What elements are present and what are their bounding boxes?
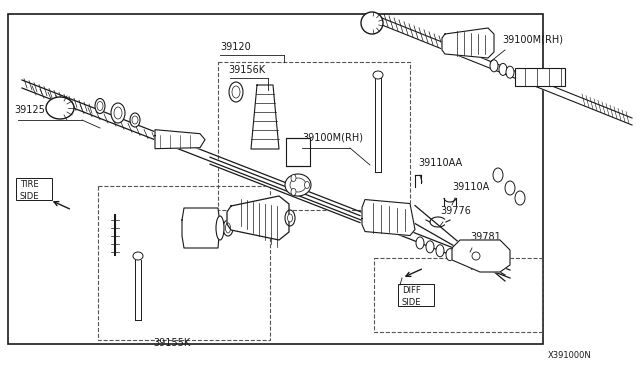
Ellipse shape (223, 220, 233, 236)
Polygon shape (362, 199, 415, 235)
Ellipse shape (291, 189, 296, 195)
Polygon shape (210, 157, 360, 222)
Text: DIFF: DIFF (402, 286, 420, 295)
Text: 39110A: 39110A (452, 182, 489, 192)
Ellipse shape (373, 71, 383, 79)
Polygon shape (452, 240, 510, 272)
Ellipse shape (436, 245, 444, 257)
Ellipse shape (285, 210, 295, 226)
Ellipse shape (472, 252, 480, 260)
Bar (515, 68, 565, 86)
Ellipse shape (225, 223, 230, 233)
Polygon shape (155, 130, 205, 149)
Polygon shape (227, 196, 289, 240)
Polygon shape (415, 206, 505, 281)
Bar (374, 258, 542, 332)
Bar (398, 284, 434, 306)
Ellipse shape (361, 12, 383, 34)
Ellipse shape (499, 63, 507, 76)
Ellipse shape (446, 248, 454, 261)
Bar (98, 186, 270, 340)
Text: 39100M(RH): 39100M(RH) (302, 132, 363, 142)
Text: SIDE: SIDE (402, 298, 422, 307)
Ellipse shape (111, 103, 125, 123)
Ellipse shape (493, 168, 503, 182)
Polygon shape (442, 28, 494, 58)
Ellipse shape (216, 216, 224, 240)
Ellipse shape (133, 252, 143, 260)
Ellipse shape (490, 60, 498, 72)
Text: 39776: 39776 (440, 206, 471, 216)
Ellipse shape (515, 191, 525, 205)
Ellipse shape (229, 82, 243, 102)
Text: 39125+A: 39125+A (14, 105, 60, 115)
Text: 39100M(RH): 39100M(RH) (502, 34, 563, 44)
Polygon shape (382, 18, 632, 125)
Polygon shape (251, 85, 279, 149)
Ellipse shape (130, 113, 140, 127)
Ellipse shape (132, 116, 138, 124)
Ellipse shape (232, 86, 240, 98)
Text: 39156K: 39156K (228, 65, 265, 75)
Ellipse shape (426, 241, 434, 253)
Ellipse shape (287, 214, 292, 222)
Polygon shape (182, 208, 220, 248)
Bar (16, 178, 52, 200)
Text: 39781: 39781 (470, 232, 500, 242)
Ellipse shape (291, 174, 296, 182)
Text: SIDE: SIDE (20, 192, 40, 201)
Polygon shape (135, 260, 141, 320)
Ellipse shape (416, 237, 424, 249)
Text: 39110AA: 39110AA (418, 158, 462, 168)
Text: X391000N: X391000N (548, 351, 592, 360)
Ellipse shape (46, 97, 74, 119)
Text: 39155K: 39155K (154, 338, 191, 348)
Bar (286, 138, 310, 166)
Ellipse shape (506, 66, 514, 78)
Text: TIRE: TIRE (20, 180, 38, 189)
Text: 39120: 39120 (220, 42, 251, 52)
Ellipse shape (285, 174, 311, 196)
Ellipse shape (97, 102, 103, 110)
Ellipse shape (290, 178, 306, 192)
Ellipse shape (95, 99, 105, 113)
Polygon shape (375, 78, 381, 172)
Ellipse shape (114, 107, 122, 119)
Bar (218, 62, 410, 210)
Bar (8, 14, 543, 344)
Ellipse shape (505, 181, 515, 195)
Ellipse shape (305, 182, 310, 189)
